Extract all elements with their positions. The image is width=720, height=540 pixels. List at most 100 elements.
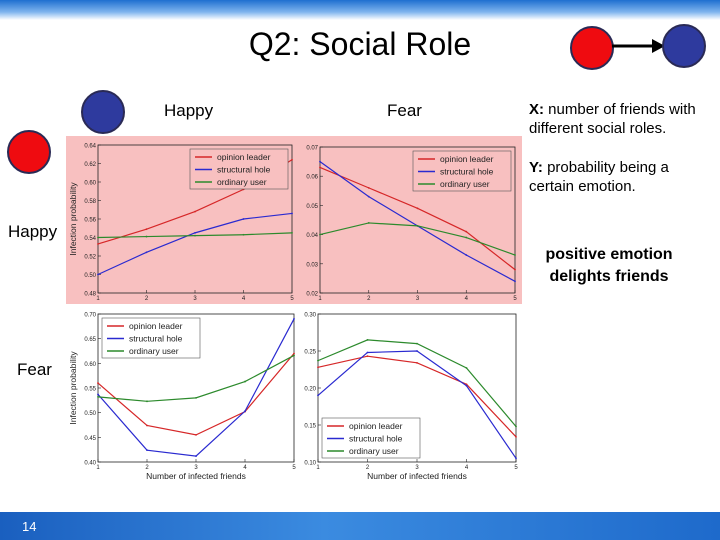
chart-fear-happy-ytick-label: 0.55 xyxy=(84,387,96,393)
chart-fear-happy-ytick-label: 0.70 xyxy=(84,313,96,319)
chart-fear-happy-data-point xyxy=(146,400,148,403)
chart-fear-happy-data-point xyxy=(293,318,295,320)
chart-fear-happy-xtick-label: 4 xyxy=(243,465,247,471)
chart-fear-happy-xtick-label: 3 xyxy=(194,465,198,471)
chart-fear-fear-data-point xyxy=(465,384,468,387)
chart-happy-fear-ytick-label: 0.02 xyxy=(306,292,318,298)
chart-fear-happy-legend-label: structural hole xyxy=(129,334,183,344)
chart-fear-fear-data-point xyxy=(465,367,468,369)
chart-happy-fear-ytick-label: 0.03 xyxy=(306,262,318,268)
chart-happy-fear-data-point xyxy=(514,254,516,256)
chart-fear-happy-data-point xyxy=(146,424,148,427)
chart-fear-fear-data-point xyxy=(515,425,517,428)
column-label-fear: Fear xyxy=(387,101,422,120)
chart-happy-happy-xtick-label: 4 xyxy=(242,296,246,302)
chart-happy-happy-data-point xyxy=(291,231,293,234)
slide-title: Q2: Social Role xyxy=(248,26,472,62)
chart-happy-fear-data-point xyxy=(514,268,516,271)
chart-fear-happy-xtick-label: 2 xyxy=(145,465,149,471)
chart-happy-fear-data-point xyxy=(465,236,468,239)
chart-fear-happy-data-point xyxy=(244,380,246,383)
chart-fear-happy-ytick-label: 0.40 xyxy=(84,461,96,467)
chart-happy-fear-data-point xyxy=(465,230,468,233)
chart-fear-fear-data-point xyxy=(366,355,369,358)
footer-band xyxy=(0,512,720,540)
chart-fear-fear-data-point xyxy=(416,350,418,352)
chart-fear-fear-data-point xyxy=(366,339,369,341)
chart-happy-fear-data-point xyxy=(319,233,321,236)
chart-happy-fear-legend-label: ordinary user xyxy=(440,179,490,189)
chart-fear-happy-data-point xyxy=(195,396,197,399)
chart-fear-fear-ytick-label: 0.25 xyxy=(304,350,316,356)
chart-happy-happy-legend-label: opinion leader xyxy=(217,152,271,162)
chart-fear-fear-data-point xyxy=(317,394,319,397)
arrow-icon xyxy=(612,39,665,53)
chart-happy-fear-data-point xyxy=(367,195,370,198)
chart-happy-fear-xtick-label: 1 xyxy=(318,296,322,302)
x-axis-note-text: number of friends with different social … xyxy=(529,101,696,137)
chart-happy-fear-data-point xyxy=(367,222,370,224)
chart-fear-fear-ytick-label: 0.10 xyxy=(304,461,316,467)
row-label-happy: Happy xyxy=(8,222,58,241)
chart-fear-happy-data-point xyxy=(97,393,99,396)
chart-happy-fear-legend-label: opinion leader xyxy=(440,154,494,164)
row-label-fear: Fear xyxy=(17,360,52,379)
chart-happy-happy-data-point xyxy=(97,236,99,239)
chart-fear-happy-ytick-label: 0.60 xyxy=(84,362,96,368)
row-node-icon xyxy=(7,130,51,174)
chart-fear-fear-data-point xyxy=(317,366,319,369)
chart-fear-happy-data-point xyxy=(97,395,99,398)
chart-happy-fear-data-point xyxy=(416,224,419,227)
chart-fear-fear-xtick-label: 4 xyxy=(465,465,469,471)
chart-fear-fear: 0.10 0.15 0.20 0.25 0.30 1 2 3 4 5 Number of infec… xyxy=(304,313,518,482)
chart-happy-happy-data-point xyxy=(145,228,148,231)
chart-fear-happy-xtick-label: 5 xyxy=(292,465,296,471)
chart-fear-fear-ytick-label: 0.20 xyxy=(304,387,316,393)
chart-happy-fear-xtick-label: 3 xyxy=(416,296,420,302)
target-node-icon xyxy=(662,24,706,68)
chart-happy-happy-data-point xyxy=(194,234,196,237)
chart-happy-happy-data-point xyxy=(97,243,99,245)
chart-happy-happy-data-point xyxy=(194,210,196,213)
chart-fear-fear-ytick-label: 0.30 xyxy=(304,313,316,319)
column-label-happy: Happy xyxy=(164,101,214,120)
chart-fear-fear-data-point xyxy=(416,361,418,364)
chart-happy-fear-legend-label: structural hole xyxy=(440,167,494,177)
chart-happy-happy-legend-label: structural hole xyxy=(217,165,271,175)
y-axis-note-key: Y: xyxy=(529,159,543,176)
chart-happy-happy: 0.48 0.50 0.52 0.54 0.56 0.58 0.60 0.62 0.64 1 2 3 4… xyxy=(68,144,294,303)
chart-fear-happy-xlabel: Number of infected friends xyxy=(146,471,246,481)
chart-fear-fear-xtick-label: 1 xyxy=(316,465,320,471)
chart-fear-fear-xtick-label: 3 xyxy=(415,465,419,471)
chart-happy-fear-data-point xyxy=(319,160,321,163)
chart-happy-fear-data-point xyxy=(416,207,419,210)
chart-happy-happy-ytick-label: 0.54 xyxy=(84,236,96,242)
chart-fear-fear-legend-label: opinion leader xyxy=(349,421,403,431)
chart-happy-fear-ytick-label: 0.07 xyxy=(306,146,318,152)
chart-fear-fear-xtick-label: 5 xyxy=(514,465,518,471)
chart-fear-happy-legend-label: opinion leader xyxy=(129,321,183,331)
chart-happy-happy-data-point xyxy=(97,273,99,276)
chart-happy-fear-xtick-label: 5 xyxy=(513,296,517,302)
chart-fear-happy-data-point xyxy=(146,449,148,452)
chart-fear-fear-legend-label: structural hole xyxy=(349,434,403,444)
chart-happy-fear-ytick-label: 0.04 xyxy=(306,233,318,239)
y-axis-note-text: probability being a certain emotion. xyxy=(529,159,669,195)
chart-happy-fear-data-point xyxy=(514,280,516,283)
chart-happy-happy-xtick-label: 3 xyxy=(193,296,197,302)
chart-fear-happy-data-point xyxy=(293,352,295,355)
chart-happy-fear-xtick-label: 4 xyxy=(465,296,469,302)
slide-number: 14 xyxy=(22,519,37,534)
chart-happy-fear-data-point xyxy=(367,186,370,189)
chart-fear-fear-legend-label: ordinary user xyxy=(349,446,399,456)
chart-fear-happy: 0.40 0.45 0.50 0.55 0.60 0.65 0.70 1 2 3 4 5 Infecti… xyxy=(68,313,296,482)
chart-happy-happy-ytick-label: 0.62 xyxy=(84,162,96,168)
chart-fear-fear-xtick-label: 2 xyxy=(366,465,370,471)
chart-happy-fear-xtick-label: 2 xyxy=(367,296,371,302)
chart-fear-happy-ytick-label: 0.65 xyxy=(84,337,96,343)
chart-happy-happy-ytick-label: 0.50 xyxy=(84,273,96,279)
chart-happy-fear: 0.02 0.03 0.04 0.05 0.06 0.07 1 2 3 4 5 opinion lea… xyxy=(306,146,517,303)
conclusion-note: positive emotion delights friends xyxy=(545,246,673,285)
chart-fear-happy-data-point xyxy=(293,354,295,357)
